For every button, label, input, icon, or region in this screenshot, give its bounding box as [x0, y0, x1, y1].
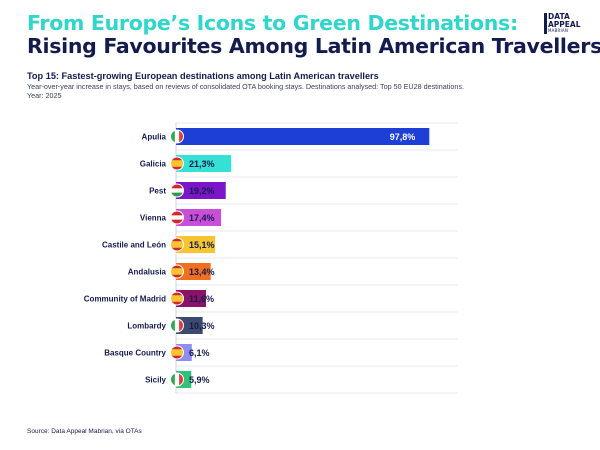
flag-stripe	[179, 319, 184, 332]
flag-stripe	[170, 188, 184, 193]
flag-stripe	[170, 295, 184, 302]
chart-subtitle: Year-over-year increase in stays, based …	[27, 82, 567, 100]
flag-stripe	[174, 130, 180, 143]
flag-stripe	[170, 292, 184, 296]
flag-stripe	[170, 184, 184, 189]
flag-spain-icon	[170, 238, 184, 251]
flag-stripe	[170, 157, 184, 161]
value-label: 97,8%	[390, 132, 416, 142]
flag-ring	[170, 210, 184, 225]
flag-ring	[170, 183, 184, 198]
flag-italy-icon	[170, 373, 184, 386]
page-title: From Europe’s Icons to Green Destination…	[27, 11, 600, 58]
value-label: 21,3%	[189, 159, 215, 169]
flag-stripe	[170, 215, 184, 220]
bar	[176, 317, 203, 334]
category-label: Galicia	[140, 160, 167, 169]
flag-spain-icon	[170, 346, 184, 359]
flag-spain-icon	[170, 265, 184, 278]
bar	[176, 128, 430, 145]
flag-stripe	[170, 301, 184, 305]
flag-stripe	[170, 238, 184, 242]
flag-stripe	[170, 346, 184, 350]
flag-stripe	[170, 319, 176, 332]
flag-hungary-icon	[170, 184, 184, 197]
bar	[176, 290, 207, 307]
flag-stripe	[170, 130, 176, 143]
flag-stripe	[170, 211, 184, 216]
bar	[176, 236, 216, 253]
flag-spain-icon	[170, 292, 184, 305]
flag-stripe	[179, 373, 184, 386]
flag-stripe	[179, 130, 184, 143]
category-label: Basque Country	[104, 349, 166, 358]
category-label: Vienna	[140, 214, 167, 223]
flag-stripe	[170, 166, 184, 170]
value-label: 6,1%	[189, 348, 210, 358]
title-line-2: Rising Favourites Among Latin American T…	[27, 34, 600, 58]
flag-stripe	[174, 373, 180, 386]
category-label: Sicily	[145, 376, 166, 385]
flag-stripe	[170, 219, 184, 224]
chart-year: Year: 2025	[27, 91, 62, 100]
source-note: Source: Data Appeal Mabrian, via OTAs	[27, 428, 142, 435]
logo-line-1: DATA	[548, 12, 570, 21]
value-label: 13,4%	[189, 267, 215, 277]
bar	[176, 263, 211, 280]
category-label: Castile and León	[102, 241, 166, 250]
flag-ring	[170, 372, 184, 387]
value-label: 11,6%	[189, 294, 214, 304]
flag-austria-icon	[170, 211, 184, 224]
flag-ring	[170, 318, 184, 333]
bar	[176, 155, 232, 172]
flag-ring	[170, 345, 184, 360]
logo-line-2: APPEAL	[548, 19, 581, 29]
flag-stripe	[170, 268, 184, 275]
flag-ring	[170, 264, 184, 279]
flag-stripe	[170, 160, 184, 167]
flag-italy-icon	[170, 319, 184, 332]
flag-ring	[170, 291, 184, 306]
flag-ring	[170, 237, 184, 252]
flag-ring	[170, 156, 184, 171]
chart-bars: Apulia 97,8% Galicia 21,3% Pest 19,2% Vienna 17…	[84, 128, 430, 388]
bar	[176, 209, 222, 226]
flag-stripe	[170, 373, 176, 386]
flag-stripe	[170, 192, 184, 197]
flag-stripe	[170, 349, 184, 356]
value-label: 15,1%	[189, 240, 215, 250]
flag-stripe	[170, 247, 184, 251]
flag-stripe	[170, 241, 184, 248]
logo-bar	[544, 13, 547, 34]
chart-title: Top 15: Fastest-growing European destina…	[27, 71, 379, 81]
category-label: Apulia	[142, 133, 167, 142]
flag-stripe	[170, 265, 184, 269]
title-line-1: From Europe’s Icons to Green Destination…	[27, 11, 518, 35]
category-label: Community of Madrid	[84, 295, 166, 304]
flag-italy-icon	[170, 130, 184, 143]
value-label: 17,4%	[189, 213, 215, 223]
value-label: 5,9%	[189, 375, 210, 385]
value-label: 10,3%	[189, 321, 215, 331]
flag-spain-icon	[170, 157, 184, 170]
flag-stripe	[170, 274, 184, 278]
bar	[176, 182, 226, 199]
chart-subtitle-text: Year-over-year increase in stays, based …	[27, 82, 464, 91]
flag-stripe	[174, 319, 180, 332]
category-label: Pest	[149, 187, 166, 196]
brand-logo: DATA APPEAL MABRIAN	[544, 12, 582, 34]
value-label: 19,2%	[189, 186, 215, 196]
category-label: Andalusia	[128, 268, 167, 277]
flag-stripe	[170, 355, 184, 359]
category-label: Lombardy	[127, 322, 166, 331]
logo-line-3: MABRIAN	[548, 28, 569, 33]
flag-ring	[170, 129, 184, 144]
